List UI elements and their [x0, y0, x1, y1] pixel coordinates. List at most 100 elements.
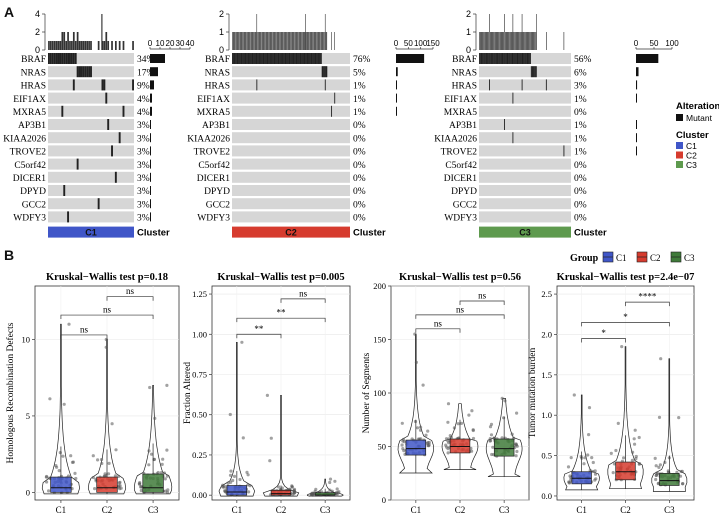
sample-mutation-bar — [301, 32, 302, 50]
mutation-cell — [302, 53, 303, 64]
mutation-cell — [55, 53, 58, 64]
mutation-pct-label: 1% — [574, 148, 587, 158]
gene-label: KIAA2026 — [3, 134, 46, 144]
mutation-cell — [299, 53, 301, 64]
data-point — [515, 449, 519, 454]
gene-label: DICER1 — [13, 174, 47, 184]
mutation-cell — [483, 53, 485, 64]
data-point — [104, 345, 108, 349]
gene-row-bg — [232, 145, 350, 157]
mutation-cell — [479, 53, 480, 64]
data-point — [590, 456, 594, 460]
gene-row-bg — [48, 145, 134, 157]
data-point — [328, 477, 333, 481]
data-point — [247, 490, 251, 494]
mutation-cell — [514, 53, 516, 64]
sample-mutation-bar — [289, 32, 291, 50]
data-point — [333, 479, 337, 483]
data-point — [567, 481, 572, 485]
box — [96, 476, 118, 493]
mutation-pct-label: 56% — [574, 55, 592, 65]
gene-label: BRAF — [21, 55, 46, 65]
data-point — [637, 462, 641, 466]
data-point — [611, 471, 615, 475]
mutation-cell — [292, 53, 294, 64]
mutation-cell — [496, 53, 498, 64]
data-point — [245, 470, 249, 474]
data-point — [427, 440, 431, 445]
violin-shape — [262, 395, 300, 497]
mutation-cell — [265, 53, 267, 64]
mutation-cell — [67, 211, 70, 223]
significance-bracket — [459, 300, 505, 305]
mutation-cell — [272, 53, 274, 64]
data-point — [61, 454, 65, 458]
mutation-pct-label: 76% — [353, 55, 371, 65]
data-point — [471, 436, 476, 441]
mutation-cell — [481, 53, 483, 64]
data-point — [335, 487, 339, 491]
sample-mutation-bar — [498, 32, 499, 50]
sample-mutation-bar — [312, 32, 313, 50]
data-point — [246, 483, 250, 487]
panel-a-label: A — [4, 4, 15, 20]
y-tick-label: 0.5 — [541, 451, 552, 461]
mutation-cell — [53, 53, 56, 64]
mutation-cell — [324, 66, 325, 78]
sample-mutation-bar — [509, 32, 510, 50]
mutation-cell — [243, 53, 245, 64]
sample-mutation-bar — [273, 32, 275, 50]
sample-mutation-bar — [247, 32, 248, 50]
mutation-pct-label: 3% — [137, 174, 150, 184]
data-point — [226, 481, 230, 485]
sample-mutation-bar — [304, 32, 306, 50]
mutation-cell — [248, 53, 250, 64]
violin-panel-3: 0 50 100 150 200 Kruskal−Wallis test p=0.56 Nu… — [361, 272, 530, 515]
mutation-cell — [257, 53, 259, 64]
mutation-cell — [67, 53, 70, 64]
mutation-cell — [322, 66, 324, 78]
mutation-cell — [82, 66, 85, 78]
cluster-annotation-bar — [479, 226, 571, 238]
mutation-cell — [118, 132, 121, 144]
gene-row-bg — [479, 198, 571, 210]
mutation-cell — [504, 119, 505, 130]
mutation-cell — [298, 53, 300, 64]
sample-mutation-bar — [240, 32, 242, 50]
data-point — [100, 457, 104, 462]
sample-mutation-bar — [305, 14, 306, 50]
mutation-cell — [521, 53, 523, 64]
sample-mutation-bar — [278, 32, 280, 50]
sample-mutation-bar — [258, 32, 260, 50]
sample-mutation-bar — [118, 41, 121, 50]
gene-count-bar — [150, 186, 151, 195]
gene-count-bar — [150, 54, 165, 63]
gene-count-bar — [150, 133, 151, 143]
sample-mutation-bar — [295, 32, 296, 50]
mutation-cell — [291, 53, 293, 64]
count-axis-tick-label: 0 — [148, 39, 153, 48]
data-point — [164, 489, 168, 493]
y-tick-label: 1.0 — [541, 410, 552, 420]
significance-label: ns — [126, 286, 135, 296]
mutation-cell — [256, 79, 258, 91]
mutation-cell — [489, 79, 490, 91]
mutation-cell — [107, 119, 110, 130]
gene-label: BRAF — [452, 55, 477, 65]
gene-count-bar — [150, 67, 158, 77]
y-tick-label: 2.0 — [541, 329, 552, 339]
mutation-cell — [48, 53, 50, 64]
mutation-cell — [235, 53, 237, 64]
sample-mutation-bar — [495, 32, 497, 50]
gene-row-bg — [48, 79, 134, 91]
sample-mutation-bar — [63, 32, 66, 50]
sample-mutation-bar — [284, 32, 285, 50]
data-point — [448, 434, 452, 438]
data-point — [515, 411, 519, 415]
mutation-cell — [512, 132, 514, 144]
data-point — [418, 428, 423, 432]
sample-mutation-bar — [51, 41, 54, 50]
mutation-cell — [86, 66, 89, 78]
y-tick-label: 2.5 — [541, 289, 552, 299]
mutation-cell — [244, 53, 246, 64]
